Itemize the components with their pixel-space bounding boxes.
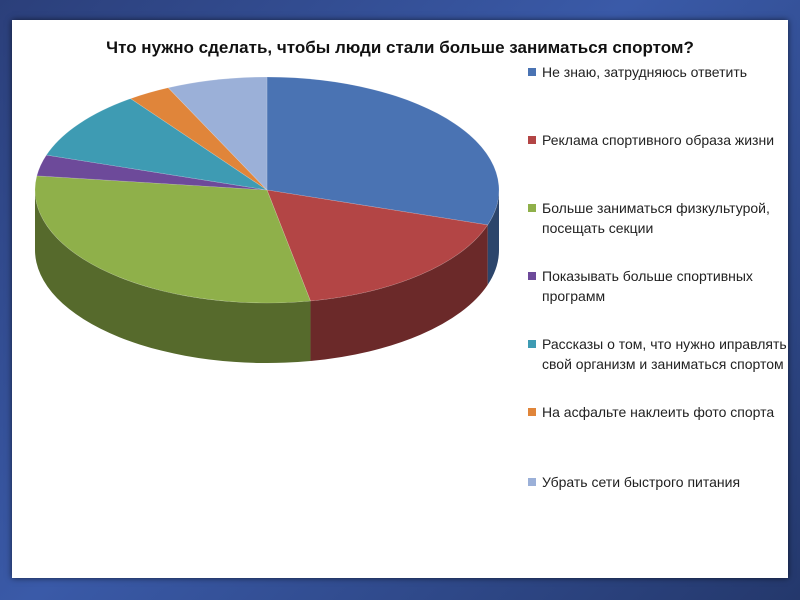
slice-не-знаю-затрудняюсь-ответить — [266, 76, 500, 226]
slice-больше-заниматься-физкультурой-посещать-секции — [34, 175, 311, 304]
legend-label: Убрать сети быстрого питания — [542, 474, 741, 490]
legend-item: Рассказы о том, что нужно иправлять свой… — [528, 334, 788, 374]
legend-item: Показывать больше спортивных программ — [528, 266, 788, 306]
legend-label: Реклама спортивного образа жизни — [542, 132, 775, 148]
slide-frame: Что нужно сделать, чтобы люди стали боль… — [12, 20, 788, 578]
legend-label: На асфальте наклеить фото спорта — [542, 404, 775, 420]
pie-chart — [34, 76, 500, 364]
legend-item: На асфальте наклеить фото спорта — [528, 402, 788, 422]
slice-убрать-сети-быстрого-питания — [167, 76, 268, 191]
legend-label: Рассказы о том, что нужно иправлять свой… — [542, 336, 787, 372]
chart-title: Что нужно сделать, чтобы люди стали боль… — [106, 38, 694, 57]
legend-swatch — [528, 478, 536, 486]
legend-item: Убрать сети быстрого питания — [528, 472, 788, 492]
legend-swatch — [528, 204, 536, 212]
slice-показывать-больше-спортивных-программ — [36, 154, 268, 191]
legend-swatch — [528, 408, 536, 416]
legend-label: Показывать больше спортивных программ — [542, 268, 753, 304]
slice-больше-заниматься-физкультурой-посещать-секции-side — [35, 190, 311, 364]
slice-реклама-спортивного-образа-жизни — [266, 189, 489, 302]
slice-реклама-спортивного-образа-жизни-side — [310, 224, 488, 361]
legend-swatch — [528, 136, 536, 144]
legend-item: Реклама спортивного образа жизни — [528, 130, 788, 150]
slice-на-асфальте-наклеить-фото-спорта — [129, 87, 268, 191]
legend-swatch — [528, 272, 536, 280]
slice-рассказы-о-том-что-нужно-иправлять-свой-организм-и-заниматься-спортом — [45, 98, 268, 191]
legend-item: Больше заниматься физкультурой, посещать… — [528, 198, 788, 238]
legend-label: Больше заниматься физкультурой, посещать… — [542, 200, 770, 236]
legend-item: Не знаю, затрудняюсь ответить — [528, 62, 788, 82]
legend-swatch — [528, 340, 536, 348]
legend-label: Не знаю, затрудняюсь ответить — [542, 64, 748, 80]
slice-не-знаю-затрудняюсь-ответить-side — [487, 190, 499, 285]
legend-swatch — [528, 68, 536, 76]
